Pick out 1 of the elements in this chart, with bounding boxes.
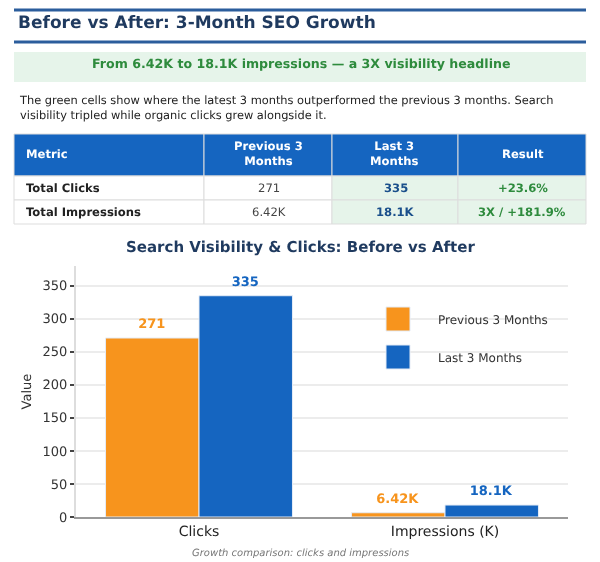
text: Before vs After: 3-Month SEO Growth	[18, 14, 376, 34]
